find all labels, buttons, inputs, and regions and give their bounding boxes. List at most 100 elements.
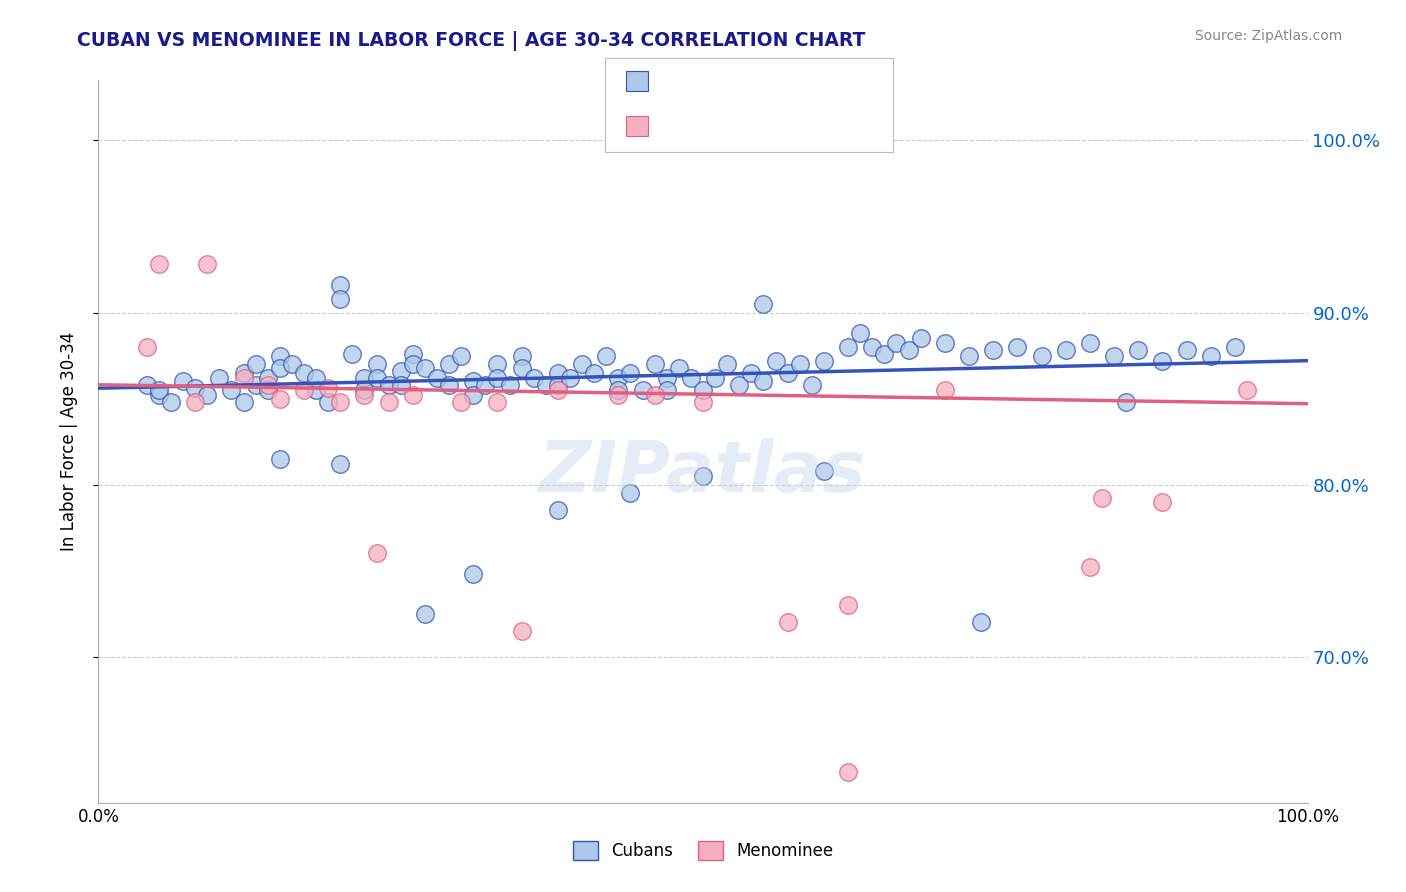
Point (1078, 336, 1101, 351)
Point (1175, 343, 1198, 358)
Point (692, 395, 714, 409)
Point (305, 383, 328, 397)
Point (486, 357, 509, 371)
Point (860, 340, 883, 354)
Point (329, 277, 352, 292)
Point (1007, 340, 1029, 354)
Point (644, 388, 666, 402)
Point (970, 615, 993, 630)
Point (256, 371, 278, 385)
Point (256, 377, 278, 392)
Point (692, 469, 714, 483)
Point (245, 357, 267, 371)
Point (1091, 491, 1114, 506)
Point (776, 615, 799, 630)
Point (1031, 349, 1053, 363)
Point (547, 383, 569, 397)
Point (631, 383, 654, 397)
Point (886, 336, 908, 351)
Point (547, 503, 569, 517)
Point (389, 377, 412, 392)
Point (752, 375, 775, 389)
Point (668, 360, 690, 375)
Point (1115, 395, 1137, 409)
Point (269, 451, 291, 466)
Point (195, 257, 218, 271)
Point (402, 347, 425, 361)
Point (740, 366, 762, 380)
Point (208, 371, 231, 385)
Text: R =: R = (657, 116, 688, 134)
Point (269, 392, 291, 406)
Y-axis label: In Labor Force | Age 30-34: In Labor Force | Age 30-34 (59, 332, 77, 551)
Point (873, 347, 896, 361)
Point (353, 371, 375, 385)
Point (232, 395, 254, 409)
Point (498, 377, 520, 392)
Point (510, 624, 533, 638)
Point (957, 349, 980, 363)
Point (716, 357, 738, 371)
Point (184, 395, 207, 409)
Point (353, 388, 375, 402)
Point (644, 357, 666, 371)
Point (1199, 349, 1222, 363)
Point (523, 371, 546, 385)
Point (837, 598, 859, 612)
Point (437, 357, 460, 371)
Point (148, 388, 170, 402)
Point (897, 343, 920, 358)
Point (679, 371, 702, 385)
Point (981, 343, 1004, 358)
Point (547, 377, 569, 392)
Point (450, 349, 472, 363)
Text: -0.064: -0.064 (696, 116, 761, 134)
Point (607, 388, 630, 402)
Point (232, 366, 254, 380)
Point (316, 395, 339, 409)
Point (135, 377, 157, 392)
Text: 106: 106 (794, 71, 832, 89)
Point (510, 360, 533, 375)
Point (558, 371, 581, 385)
Point (728, 377, 751, 392)
Point (463, 388, 485, 402)
Point (534, 377, 557, 392)
Point (1128, 343, 1150, 358)
Legend: Cubans, Menominee: Cubans, Menominee (567, 835, 839, 867)
Point (305, 371, 328, 385)
Point (366, 357, 388, 371)
Point (1054, 343, 1077, 358)
Point (366, 371, 388, 385)
Point (776, 366, 799, 380)
Point (486, 371, 509, 385)
Point (837, 340, 859, 354)
Text: N =: N = (756, 71, 787, 89)
Point (463, 567, 485, 582)
Point (245, 377, 267, 392)
Point (329, 395, 352, 409)
Point (402, 388, 425, 402)
Point (765, 353, 787, 368)
Point (789, 357, 811, 371)
Point (437, 377, 460, 392)
Point (1152, 494, 1174, 508)
Point (934, 336, 956, 351)
Point (837, 764, 859, 779)
Point (329, 457, 352, 471)
Text: CUBAN VS MENOMINEE IN LABOR FORCE | AGE 30-34 CORRELATION CHART: CUBAN VS MENOMINEE IN LABOR FORCE | AGE … (77, 31, 866, 51)
Point (547, 366, 569, 380)
Text: ZIPatlas: ZIPatlas (540, 438, 866, 508)
Text: N =: N = (756, 116, 787, 134)
Point (800, 377, 823, 392)
Point (619, 366, 641, 380)
Point (486, 395, 509, 409)
Point (1152, 353, 1174, 368)
Point (221, 383, 243, 397)
Point (474, 377, 496, 392)
Point (692, 383, 714, 397)
Point (1078, 560, 1101, 574)
Point (184, 381, 207, 395)
Text: Source: ZipAtlas.com: Source: ZipAtlas.com (1195, 29, 1343, 43)
Point (377, 395, 399, 409)
